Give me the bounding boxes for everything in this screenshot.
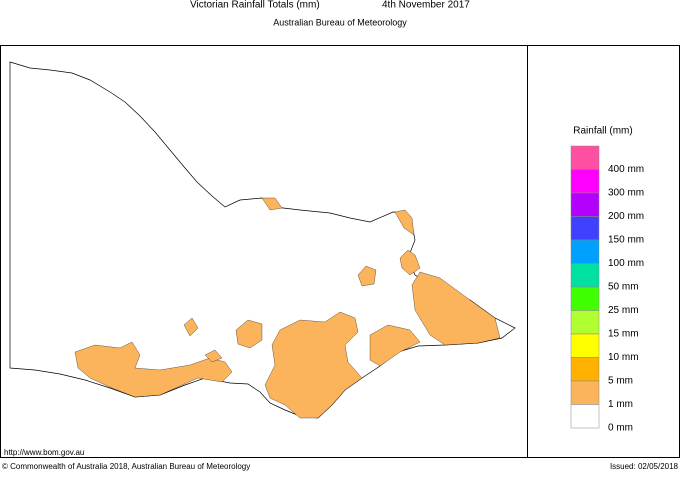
legend-swatch (570, 263, 600, 288)
map (9, 61, 516, 419)
legend-swatch (570, 192, 600, 217)
legend-swatch (570, 145, 600, 170)
legend-swatch (570, 333, 600, 358)
rain-area (411, 271, 501, 346)
date: 4th November 2017 (382, 0, 470, 11)
rain-area (261, 197, 283, 211)
rain-area (74, 341, 233, 398)
rain-area (204, 349, 223, 363)
legend-swatch (570, 169, 600, 194)
issued: Issued: 02/05/2018 (610, 462, 679, 471)
rain-area (394, 209, 415, 236)
legend-label: 15 mm (608, 329, 639, 340)
rain-area (183, 317, 199, 337)
legend-label: 150 mm (608, 235, 644, 246)
rain-area (264, 311, 363, 419)
url: http://www.bom.gov.au (4, 448, 84, 457)
rain-area (399, 249, 421, 276)
title: Victorian Rainfall Totals (mm) (190, 0, 320, 11)
legend-swatch (570, 380, 600, 405)
legend-label: 50 mm (608, 282, 639, 293)
legend-label: 100 mm (608, 258, 644, 269)
legend-label: 0 mm (608, 423, 633, 434)
legend-label: 300 mm (608, 188, 644, 199)
legend-label: 1 mm (608, 399, 633, 410)
legend-swatch (570, 286, 600, 311)
rain-area (369, 324, 421, 367)
legend: 400 mm 300 mm 200 mm 150 mm 100 mm 50 mm 25 mm… (570, 145, 644, 429)
rain-area (235, 319, 263, 349)
legend-swatch (570, 216, 600, 241)
legend-label: 25 mm (608, 305, 639, 316)
legend-title: Rainfall (mm) (573, 126, 632, 137)
legend-swatch (570, 239, 600, 264)
legend-label: 200 mm (608, 211, 644, 222)
legend-label: 5 mm (608, 376, 633, 387)
rain-area (357, 265, 377, 287)
legend-label: 400 mm (608, 164, 644, 175)
subtitle: Australian Bureau of Meteorology (273, 17, 407, 27)
legend-swatch (570, 404, 600, 429)
copyright: © Commonwealth of Australia 2018, Austra… (2, 462, 250, 471)
legend-label: 10 mm (608, 352, 639, 363)
legend-swatch (570, 357, 600, 382)
legend-swatch (570, 310, 600, 335)
